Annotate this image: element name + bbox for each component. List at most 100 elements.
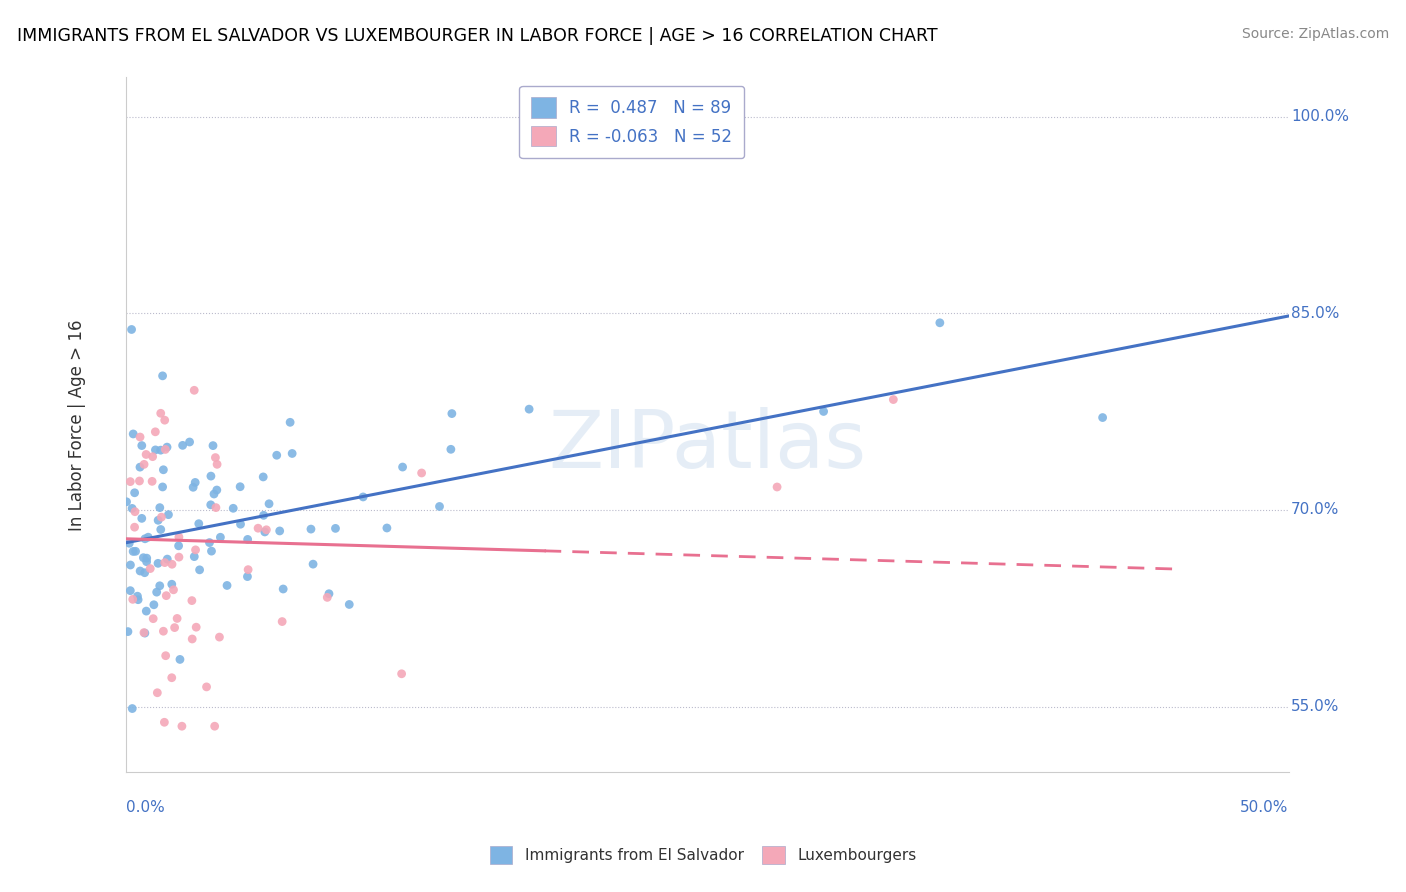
Point	[121, 322, 143, 336]
Point	[149, 523, 172, 537]
Point	[266, 448, 288, 462]
Point	[152, 463, 174, 477]
Point	[1091, 410, 1114, 425]
Point	[135, 604, 157, 618]
Point	[129, 460, 152, 475]
Point	[121, 701, 143, 715]
Point	[172, 438, 194, 452]
Point	[160, 671, 183, 685]
Point	[131, 439, 153, 453]
Point	[163, 621, 186, 635]
Point	[135, 551, 157, 566]
Point	[150, 510, 173, 524]
Point	[180, 593, 202, 607]
Point	[269, 524, 291, 538]
Point	[122, 544, 145, 558]
Point	[271, 582, 294, 596]
Point	[143, 425, 166, 439]
Point	[135, 555, 157, 569]
Point	[136, 530, 159, 544]
Point	[281, 446, 304, 460]
Point	[124, 505, 146, 519]
Point	[153, 413, 176, 427]
Point	[179, 435, 201, 450]
Point	[132, 550, 155, 565]
Point	[117, 624, 139, 639]
Point	[142, 598, 165, 612]
Point	[169, 652, 191, 666]
Point	[337, 598, 360, 612]
Point	[205, 483, 228, 497]
Text: In Labor Force | Age > 16: In Labor Force | Age > 16	[67, 319, 86, 531]
Point	[124, 544, 146, 558]
Point	[181, 632, 204, 646]
Point	[222, 501, 245, 516]
Point	[152, 480, 174, 494]
Point	[229, 517, 252, 532]
Point	[139, 561, 162, 575]
Point	[257, 497, 280, 511]
Point	[146, 513, 169, 527]
Point	[156, 552, 179, 566]
Point	[299, 522, 322, 536]
Text: Source: ZipAtlas.com: Source: ZipAtlas.com	[1241, 27, 1389, 41]
Point	[149, 500, 172, 515]
Point	[204, 450, 226, 465]
Point	[166, 611, 188, 625]
Text: 100.0%: 100.0%	[1291, 109, 1348, 124]
Point	[131, 511, 153, 525]
Point	[153, 556, 176, 570]
Point	[129, 564, 152, 578]
Point	[145, 585, 167, 599]
Point	[167, 539, 190, 553]
Point	[429, 500, 451, 514]
Point	[132, 625, 155, 640]
Point	[129, 430, 152, 444]
Text: 0.0%: 0.0%	[127, 800, 165, 815]
Point	[152, 624, 174, 639]
Point	[155, 648, 177, 663]
Point	[157, 508, 180, 522]
Point	[118, 536, 141, 550]
Point	[167, 530, 190, 544]
Point	[142, 612, 165, 626]
Point	[167, 550, 190, 565]
Point	[209, 530, 232, 544]
Point	[135, 447, 157, 461]
Point	[134, 566, 156, 580]
Point	[134, 626, 156, 640]
Point	[204, 719, 226, 733]
Point	[155, 442, 177, 457]
Point	[146, 686, 169, 700]
Point	[146, 557, 169, 571]
Point	[215, 578, 238, 592]
Point	[127, 589, 149, 603]
Point	[236, 533, 259, 547]
Point	[440, 407, 463, 421]
Point	[202, 487, 225, 501]
Point	[517, 402, 540, 417]
Point	[229, 480, 252, 494]
Point	[156, 440, 179, 454]
Point	[188, 563, 211, 577]
Point	[882, 392, 904, 407]
Point	[152, 368, 174, 383]
Point	[316, 591, 339, 605]
Point	[183, 384, 205, 398]
Point	[120, 558, 142, 572]
Point	[115, 495, 138, 509]
Point	[149, 406, 172, 420]
Point	[149, 443, 172, 458]
Point	[201, 439, 224, 453]
Text: 50.0%: 50.0%	[1240, 800, 1289, 815]
Point	[145, 442, 167, 457]
Point	[325, 521, 347, 535]
Point	[127, 592, 149, 607]
Point	[184, 542, 207, 557]
Point	[141, 475, 163, 489]
Point	[183, 549, 205, 564]
Point	[187, 516, 209, 531]
Point	[391, 460, 413, 475]
Point	[160, 558, 183, 572]
Point	[170, 719, 193, 733]
